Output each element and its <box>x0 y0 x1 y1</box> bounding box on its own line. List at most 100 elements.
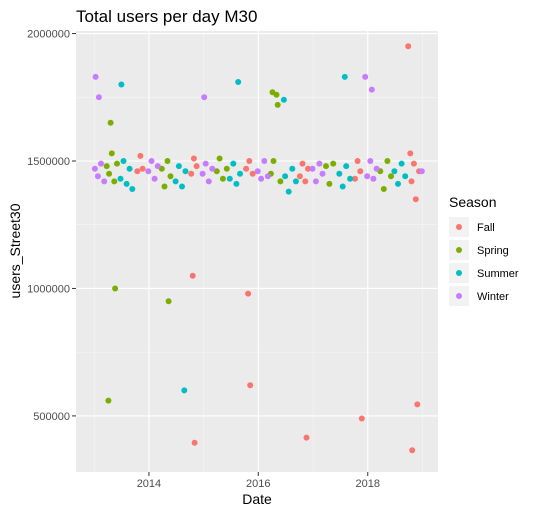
point-summer <box>280 96 287 103</box>
data-points <box>91 43 425 454</box>
point-fall <box>302 178 309 185</box>
point-fall <box>137 152 144 159</box>
point-fall <box>246 158 253 164</box>
point-spring <box>112 285 119 292</box>
point-fall <box>414 401 421 408</box>
point-winter <box>364 173 371 180</box>
point-summer <box>123 180 130 187</box>
point-spring <box>165 298 172 305</box>
point-winter <box>254 168 261 175</box>
point-winter <box>95 94 102 101</box>
legend: Season Fall Spring Summer Winter <box>449 194 519 306</box>
point-winter <box>205 178 212 185</box>
point-summer <box>233 180 240 187</box>
point-fall <box>243 165 250 172</box>
point-fall <box>189 272 196 279</box>
point-fall <box>296 173 303 180</box>
point-fall <box>247 382 254 389</box>
point-winter <box>92 73 99 80</box>
point-summer <box>126 165 133 172</box>
point-spring <box>219 175 226 182</box>
point-fall <box>409 447 416 454</box>
point-spring <box>216 155 223 162</box>
point-spring <box>108 150 115 157</box>
point-winter <box>202 160 209 167</box>
point-fall <box>412 196 419 203</box>
legend-swatch <box>456 224 462 230</box>
point-winter <box>368 86 375 93</box>
point-winter <box>312 178 319 185</box>
point-winter <box>98 160 104 167</box>
point-fall <box>245 290 252 297</box>
point-summer <box>347 175 354 182</box>
point-winter <box>367 158 374 164</box>
point-winter <box>154 163 161 170</box>
point-summer <box>120 158 127 164</box>
x-axis-title: Date <box>242 491 272 507</box>
point-fall <box>408 178 415 185</box>
legend-title: Season <box>449 194 496 210</box>
point-winter <box>309 165 316 172</box>
point-summer <box>289 165 296 172</box>
point-spring <box>111 178 118 185</box>
point-summer <box>118 81 125 88</box>
point-winter <box>418 168 425 175</box>
point-winter <box>101 178 108 185</box>
point-fall <box>303 434 310 441</box>
plot-panel <box>76 31 438 472</box>
point-fall <box>354 158 361 164</box>
point-fall <box>405 43 412 50</box>
point-summer <box>398 160 405 167</box>
point-summer <box>292 178 299 185</box>
point-winter <box>362 73 369 80</box>
y-tick-label: 2000000 <box>27 29 70 41</box>
chart-title: Total users per day M30 <box>76 7 257 26</box>
point-winter <box>373 165 380 172</box>
point-spring <box>107 119 114 126</box>
point-summer <box>285 188 292 195</box>
point-summer <box>402 173 409 180</box>
point-summer <box>395 180 401 187</box>
y-tick-label: 1500000 <box>27 156 70 168</box>
point-spring <box>380 186 387 192</box>
point-spring <box>167 173 174 180</box>
point-spring <box>388 173 394 180</box>
point-summer <box>339 183 346 190</box>
point-fall <box>188 170 195 177</box>
point-summer <box>226 175 233 182</box>
point-spring <box>270 158 277 164</box>
point-spring <box>277 178 284 185</box>
point-winter <box>201 94 208 101</box>
point-summer <box>336 170 343 177</box>
y-tick-label: 1000000 <box>27 283 70 295</box>
point-fall <box>305 165 311 172</box>
point-spring <box>223 165 230 172</box>
point-winter <box>91 165 98 172</box>
point-winter <box>258 175 265 182</box>
point-fall <box>193 163 200 170</box>
point-spring <box>114 160 120 167</box>
legend-label: Summer <box>477 268 519 280</box>
x-tick-label: 2014 <box>137 478 161 490</box>
tick-marks <box>72 33 369 476</box>
legend-label: Winter <box>477 291 509 303</box>
point-winter <box>148 158 155 164</box>
point-summer <box>237 170 243 177</box>
y-tick-label: 500000 <box>33 411 70 423</box>
point-summer <box>230 160 237 167</box>
point-fall <box>352 175 358 182</box>
point-winter <box>261 158 268 164</box>
legend-swatch <box>456 293 462 299</box>
point-spring <box>106 170 113 177</box>
point-summer <box>235 79 242 85</box>
point-fall <box>358 415 365 422</box>
point-spring <box>326 180 333 187</box>
point-summer <box>117 175 124 182</box>
legend-swatch <box>456 270 462 276</box>
point-spring <box>323 163 329 170</box>
point-fall <box>190 155 197 162</box>
point-spring <box>274 101 281 108</box>
point-winter <box>264 173 271 180</box>
point-spring <box>161 183 168 190</box>
point-spring <box>105 397 112 404</box>
